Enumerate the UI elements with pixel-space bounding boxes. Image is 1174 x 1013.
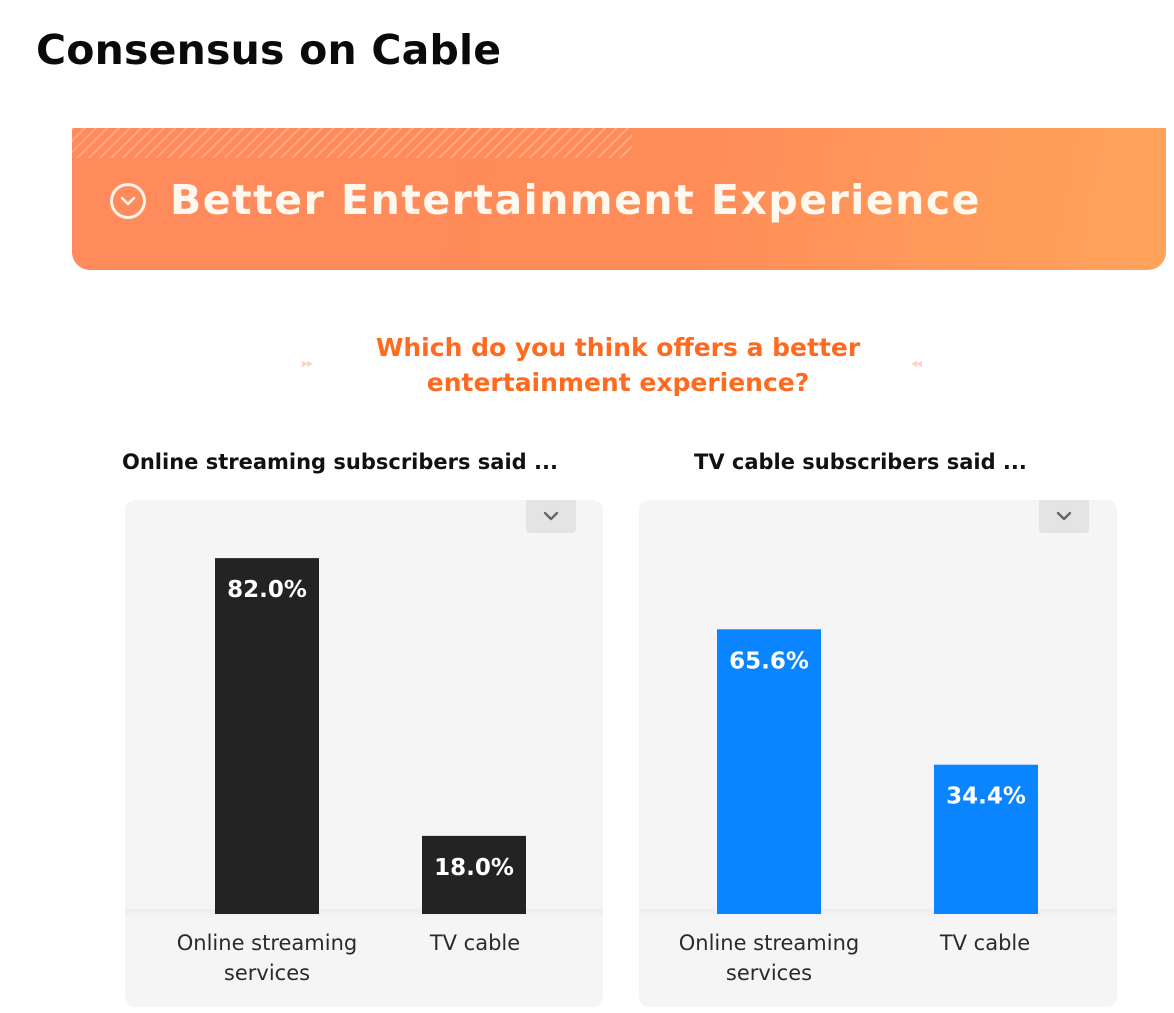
- bar-data-label: 34.4%: [946, 784, 1026, 810]
- chevron-down-circle-icon[interactable]: [110, 183, 146, 219]
- chart-baseline: [639, 909, 1117, 917]
- bar[interactable]: [717, 629, 821, 914]
- x-tick-label: Online streaming services: [176, 931, 358, 985]
- bar-chart-streaming: 82.0% 18.0%: [215, 558, 526, 914]
- bar-data-label: 18.0%: [434, 855, 514, 881]
- bar[interactable]: [422, 835, 526, 914]
- chevron-down-icon: [543, 511, 559, 521]
- chart-title-streaming: Online streaming subscribers said ...: [122, 450, 558, 474]
- question-deco-left: ▸▸: [302, 356, 313, 370]
- section-banner: Better Entertainment Experience: [72, 128, 1166, 270]
- banner-stripes: [72, 128, 632, 158]
- chart-panel-cable: 65.6% 34.4% Online streaming services TV …: [639, 500, 1117, 1007]
- page-title: Consensus on Cable: [36, 26, 502, 74]
- chart-panel-streaming: 82.0% 18.0% Online streaming services TV …: [125, 500, 603, 1007]
- chart-title-cable: TV cable subscribers said ...: [694, 450, 1027, 474]
- bar[interactable]: [934, 764, 1038, 914]
- chevron-down-icon: [1056, 511, 1072, 521]
- chart-baseline: [125, 909, 603, 917]
- banner-title: Better Entertainment Experience: [170, 176, 981, 224]
- bar-chart-cable: 65.6% 34.4%: [717, 629, 1038, 914]
- question-deco-right: ◂◂: [911, 356, 922, 370]
- bar[interactable]: [215, 558, 319, 914]
- x-tick-label: Online streaming services: [678, 931, 860, 985]
- bar-data-label: 65.6%: [729, 648, 809, 674]
- x-tick-label: TV cable: [429, 931, 521, 955]
- bar-data-label: 82.0%: [227, 577, 307, 603]
- chart-menu-button[interactable]: [1039, 500, 1089, 533]
- x-tick-label: TV cable: [939, 931, 1031, 955]
- question-text: Which do you think offers a better enter…: [375, 333, 861, 397]
- chart-menu-button[interactable]: [526, 500, 576, 533]
